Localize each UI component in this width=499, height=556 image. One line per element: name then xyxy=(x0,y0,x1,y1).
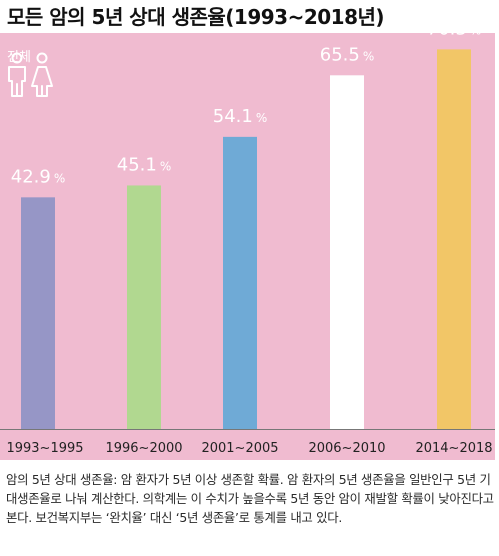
x-tick-label-1: 1993~1995 xyxy=(6,441,83,456)
x-axis-ticks: 1993~1995 1996~2000 2001~2005 2006~2010 2014… xyxy=(6,441,492,456)
x-tick-label-2: 1996~2000 xyxy=(105,441,182,456)
male-female-icon xyxy=(8,52,53,97)
chart-title: 모든 암의 5년 상대 생존율(1993~2018년) xyxy=(7,5,385,29)
plot-area: 42.9% 45.1% 54.1% 65.5% 70.3% 전체 xyxy=(0,33,495,460)
bar-2 xyxy=(127,185,161,429)
data-label-4: 65.5% xyxy=(320,44,374,65)
bar-5 xyxy=(437,49,471,429)
data-label-3: 54.1% xyxy=(213,106,267,127)
legend: 전체 xyxy=(4,50,53,97)
footnote: 암의 5년 상대 생존율: 암 환자가 5년 이상 생존할 확률. 암 환자의 … xyxy=(6,472,494,525)
bar-4 xyxy=(330,75,364,430)
data-label-2: 45.1% xyxy=(117,154,171,175)
bar-chart: 42.9% 45.1% 54.1% 65.5% 70.3% xyxy=(0,33,495,430)
x-tick-label-5: 2014~2018 xyxy=(415,441,492,456)
x-tick-label-3: 2001~2005 xyxy=(201,441,278,456)
data-label-1: 42.9% xyxy=(11,166,65,187)
bar-1 xyxy=(21,197,55,429)
bar-3 xyxy=(223,136,257,430)
data-label-5: 70.3% xyxy=(427,33,481,39)
x-tick-label-4: 2006~2010 xyxy=(308,441,385,456)
